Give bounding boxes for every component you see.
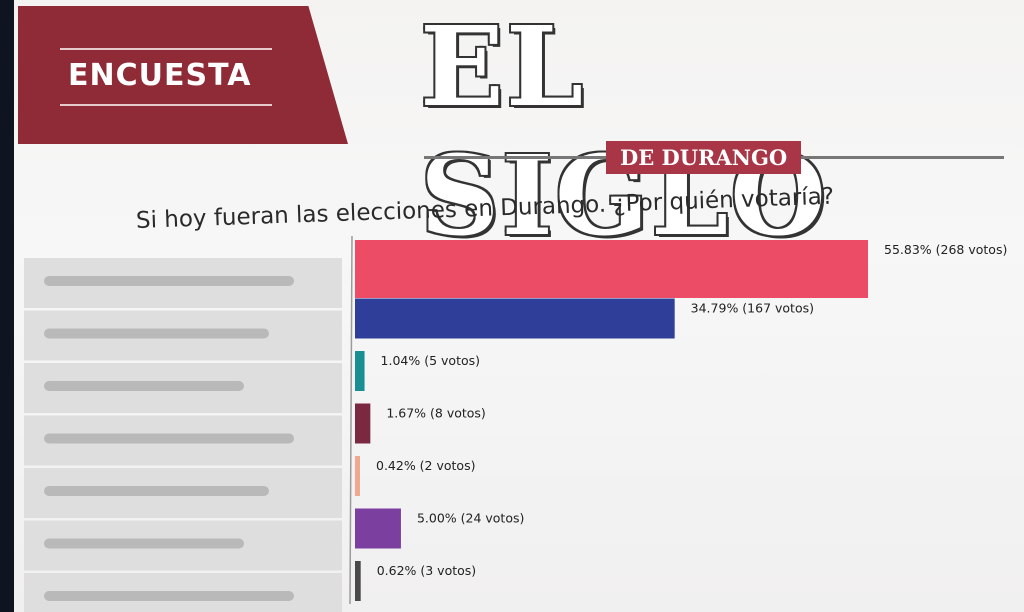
data-label-7: 0.62% (3 votos)	[377, 563, 476, 578]
bar-1	[355, 240, 868, 298]
data-label-1: 55.83% (268 votos)	[884, 242, 1007, 257]
data-label-5: 0.42% (2 votos)	[376, 458, 475, 473]
category-label	[44, 486, 269, 496]
masthead-subtitle: DE DURANGO	[606, 141, 802, 174]
tag-rule-bottom	[60, 104, 272, 106]
section-tag: ENCUESTA	[18, 6, 348, 144]
bar-5	[355, 456, 360, 496]
data-label-6: 5.00% (24 votos)	[417, 511, 524, 526]
bar-2	[355, 298, 675, 339]
masthead: EL SIGLO DE DURANGO	[420, 2, 1020, 260]
bar-3	[355, 351, 365, 391]
chart-axis	[349, 235, 353, 605]
bar-7	[355, 561, 361, 601]
tag-rule-top	[60, 48, 272, 50]
bar-4	[355, 403, 371, 444]
data-label-2: 34.79% (167 votos)	[691, 301, 814, 316]
data-label-4: 1.67% (8 votos)	[386, 406, 485, 421]
bar-6	[355, 508, 401, 549]
category-label	[44, 591, 294, 601]
category-label	[44, 381, 244, 391]
section-tag-label: ENCUESTA	[68, 58, 252, 93]
data-label-3: 1.04% (5 votos)	[381, 353, 480, 368]
category-label	[44, 538, 244, 549]
category-label	[44, 328, 269, 339]
category-label	[44, 433, 294, 444]
category-label	[44, 276, 294, 286]
